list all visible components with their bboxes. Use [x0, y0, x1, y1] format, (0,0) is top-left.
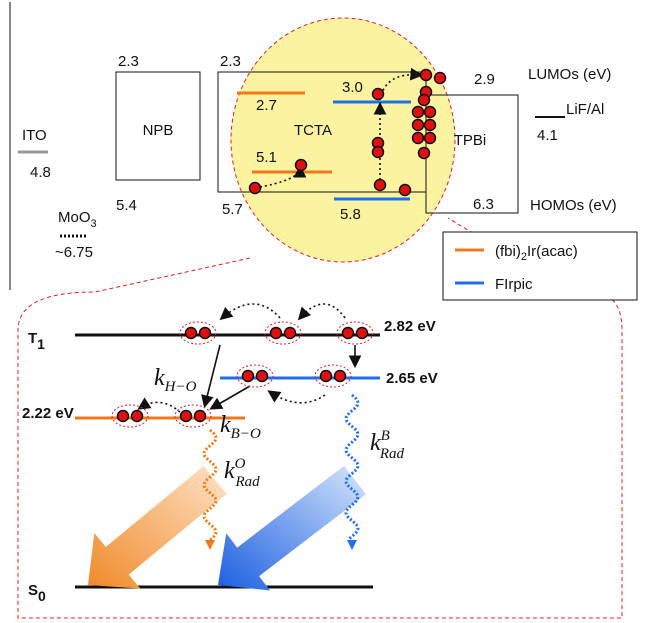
label: 5.4 — [116, 197, 137, 214]
electron — [296, 160, 307, 171]
label: MoO — [58, 209, 91, 226]
electron — [425, 133, 436, 144]
label: Rad — [379, 446, 405, 462]
electron — [343, 328, 354, 339]
label: 0 — [38, 588, 46, 604]
electron — [132, 411, 143, 422]
electron — [375, 180, 386, 191]
electron — [195, 411, 206, 422]
energy-diagram: ITO 4.8 MoO3 ~6.75 2.3 NPB 5.4 2.3 TCTA … — [0, 0, 654, 623]
electron — [419, 148, 430, 159]
label: T1 — [28, 330, 45, 352]
electron — [413, 120, 424, 131]
label: 2.3 — [118, 53, 139, 70]
label: 3.0 — [342, 79, 363, 96]
electron — [186, 328, 197, 339]
wavy-head — [347, 540, 357, 550]
electron — [425, 120, 436, 131]
label: 5.7 — [222, 201, 243, 218]
electron — [373, 89, 384, 100]
electron — [413, 133, 424, 144]
label: TCTA — [294, 122, 332, 139]
electron — [321, 371, 332, 382]
label: S — [28, 582, 38, 599]
electron — [419, 95, 430, 106]
label: (fbi) — [495, 243, 521, 260]
wavy-decay — [346, 395, 358, 539]
label: LUMOs (eV) — [528, 66, 611, 83]
emission-arrow — [88, 466, 226, 588]
electron — [118, 411, 129, 422]
label: O — [235, 456, 246, 472]
label: 2.7 — [256, 97, 277, 114]
label: T — [28, 330, 37, 347]
label: TPBi — [454, 132, 487, 149]
label: ITO — [22, 127, 47, 144]
label: 5.1 — [256, 149, 277, 166]
label: Ir(acac) — [527, 243, 578, 260]
label: kO Rad — [224, 456, 260, 490]
electron — [181, 411, 192, 422]
label: MoO3 — [58, 209, 97, 230]
electron — [421, 70, 432, 81]
electron — [250, 183, 261, 194]
label: k — [154, 365, 165, 391]
electron — [271, 328, 282, 339]
electron — [425, 107, 436, 118]
electron — [257, 371, 268, 382]
label: S0 — [28, 582, 46, 604]
label: LiF/Al — [566, 101, 604, 118]
label: ~6.75 — [55, 244, 93, 261]
label: B — [381, 428, 390, 444]
label: 6.3 — [473, 196, 494, 213]
electron — [400, 185, 411, 196]
label: 4.1 — [537, 127, 558, 144]
label: k — [220, 412, 231, 438]
wavy-head — [205, 540, 215, 550]
electron — [435, 73, 446, 84]
electron — [200, 328, 211, 339]
label: 2.9 — [474, 71, 495, 88]
label: 5.8 — [340, 206, 361, 223]
label: 2.65 eV — [386, 370, 438, 387]
label: 1 — [37, 336, 45, 352]
label: H−O — [164, 379, 197, 395]
electron — [357, 328, 368, 339]
electron — [285, 328, 296, 339]
electron — [243, 371, 254, 382]
label: HOMOs (eV) — [530, 197, 617, 214]
label: 3 — [91, 218, 97, 230]
label: NPB — [143, 122, 174, 139]
label: k — [224, 458, 235, 484]
electron — [373, 147, 384, 158]
legend-label: FIrpic — [495, 276, 533, 293]
label: B−O — [231, 426, 261, 442]
electron — [335, 371, 346, 382]
label: 2.82 eV — [384, 318, 436, 335]
label: 2.3 — [220, 53, 241, 70]
label: 4.8 — [30, 164, 51, 181]
label: Rad — [235, 474, 261, 490]
label: kH−O — [154, 365, 197, 395]
electron — [413, 107, 424, 118]
label: 2.22 eV — [22, 405, 74, 422]
